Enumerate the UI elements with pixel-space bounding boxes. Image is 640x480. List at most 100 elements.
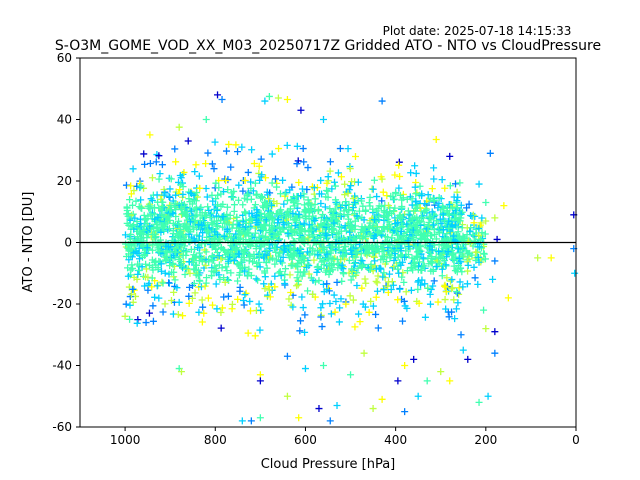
data-point	[435, 248, 443, 256]
data-point	[403, 267, 411, 275]
data-point	[271, 260, 279, 268]
data-point	[204, 203, 212, 211]
data-point	[302, 206, 310, 214]
data-point	[257, 306, 265, 314]
data-point	[265, 195, 273, 203]
data-point	[438, 265, 446, 273]
data-point	[217, 324, 225, 332]
data-point	[394, 253, 402, 261]
data-point	[275, 216, 283, 224]
data-point	[482, 325, 490, 333]
data-point	[161, 256, 169, 264]
data-point	[421, 313, 429, 321]
data-point	[201, 282, 209, 290]
data-point	[213, 206, 221, 214]
data-point	[465, 200, 473, 208]
data-point	[187, 218, 195, 226]
data-point	[367, 230, 375, 238]
data-point	[257, 243, 265, 251]
data-point	[428, 185, 436, 193]
data-point	[432, 263, 440, 271]
data-point	[158, 278, 166, 286]
data-point	[181, 220, 189, 228]
data-point	[255, 252, 263, 260]
data-point	[275, 145, 283, 153]
data-point	[180, 209, 188, 217]
data-point	[155, 152, 163, 160]
data-point	[122, 181, 130, 189]
data-point	[295, 178, 303, 186]
data-point	[228, 300, 236, 308]
data-point	[244, 272, 252, 280]
data-point	[146, 131, 154, 139]
data-point	[396, 191, 404, 199]
data-point	[441, 283, 449, 291]
chart-title: S-O3M_GOME_VOD_XX_M03_20250717Z Gridded …	[55, 38, 601, 54]
data-point	[188, 294, 196, 302]
data-point	[246, 297, 254, 305]
data-point	[218, 264, 226, 272]
data-point	[136, 184, 144, 192]
data-point	[251, 201, 259, 209]
data-point	[268, 225, 276, 233]
data-point	[215, 252, 223, 260]
data-point	[416, 218, 424, 226]
data-point	[149, 246, 157, 254]
data-point	[256, 263, 264, 271]
data-point	[317, 176, 325, 184]
data-point	[195, 232, 203, 240]
data-point	[330, 178, 338, 186]
data-point	[359, 202, 367, 210]
data-point	[273, 183, 281, 191]
data-point	[166, 255, 174, 263]
data-point	[327, 310, 335, 318]
data-point	[242, 289, 250, 297]
data-point	[167, 297, 175, 305]
data-point	[404, 251, 412, 259]
data-point	[207, 272, 215, 280]
data-point	[456, 278, 464, 286]
data-point	[265, 286, 273, 294]
data-point	[244, 329, 252, 337]
data-point	[448, 284, 456, 292]
data-point	[251, 229, 259, 237]
data-point	[331, 182, 339, 190]
data-point	[252, 245, 260, 253]
data-point	[222, 176, 230, 184]
data-point	[186, 269, 194, 277]
data-point	[463, 280, 471, 288]
data-point	[283, 352, 291, 360]
data-point	[428, 253, 436, 261]
data-point	[225, 230, 233, 238]
data-point	[321, 203, 329, 211]
data-point	[225, 221, 233, 229]
data-point	[238, 143, 246, 151]
data-point	[383, 225, 391, 233]
data-point	[325, 270, 333, 278]
data-point	[420, 208, 428, 216]
data-point	[244, 168, 252, 176]
data-point	[153, 282, 161, 290]
data-point	[333, 255, 341, 263]
data-point	[255, 300, 263, 308]
data-point	[336, 145, 344, 153]
data-point	[177, 368, 185, 376]
data-point	[304, 260, 312, 268]
data-point	[390, 195, 398, 203]
data-point	[338, 277, 346, 285]
data-point	[470, 237, 478, 245]
data-point	[370, 176, 378, 184]
data-point	[247, 307, 255, 315]
data-point	[190, 251, 198, 259]
data-point	[153, 240, 161, 248]
data-point	[401, 253, 409, 261]
data-point	[335, 243, 343, 251]
data-point	[380, 286, 388, 294]
data-point	[133, 275, 141, 283]
data-point	[361, 242, 369, 250]
data-point	[315, 405, 323, 413]
data-point	[236, 283, 244, 291]
data-point	[247, 184, 255, 192]
data-point	[142, 273, 150, 281]
data-point	[135, 244, 143, 252]
